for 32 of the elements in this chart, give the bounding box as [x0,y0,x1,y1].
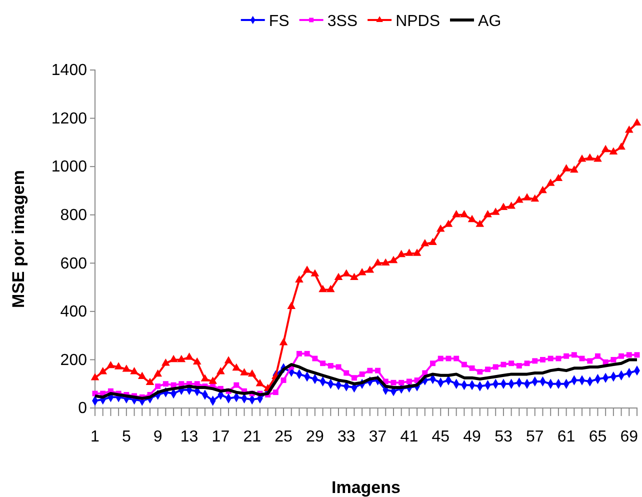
x-axis-title: Imagens [332,478,400,497]
x-tick-label: 5 [122,428,131,446]
y-tick-label: 200 [60,352,88,369]
y-tick-label: 1200 [51,110,88,128]
y-tick-label: 400 [60,304,88,321]
x-tick-label: 21 [243,428,262,446]
x-tick-label: 57 [526,428,544,446]
x-tick-label: 33 [337,428,356,446]
legend-label: NPDS [396,13,440,30]
x-tick-label: 9 [153,428,162,446]
x-tick-label: 45 [432,428,450,446]
legend-label: FS [268,13,290,30]
x-tick-label: 49 [463,428,482,446]
legend-label: AG [478,13,502,30]
x-tick-label: 17 [212,428,230,446]
legend-label: 3SS [327,13,358,30]
y-tick-label: 600 [60,255,88,272]
y-tick-label: 1000 [51,158,88,176]
x-tick-label: 65 [588,428,607,446]
x-tick-label: 25 [274,428,293,446]
y-axis-title: MSE por imagem [9,170,28,308]
x-tick-label: 29 [306,428,324,446]
x-tick-label: 53 [494,428,512,446]
x-tick-label: 61 [557,428,576,446]
x-tick-label: 13 [180,428,198,446]
y-tick-label: 800 [60,206,88,224]
y-tick-label: 0 [78,400,88,418]
x-tick-label: 69 [620,428,638,446]
x-tick-label: 41 [400,428,418,446]
x-tick-label: 1 [90,428,100,446]
x-tick-label: 37 [368,428,387,446]
y-tick-label: 1400 [51,62,88,80]
